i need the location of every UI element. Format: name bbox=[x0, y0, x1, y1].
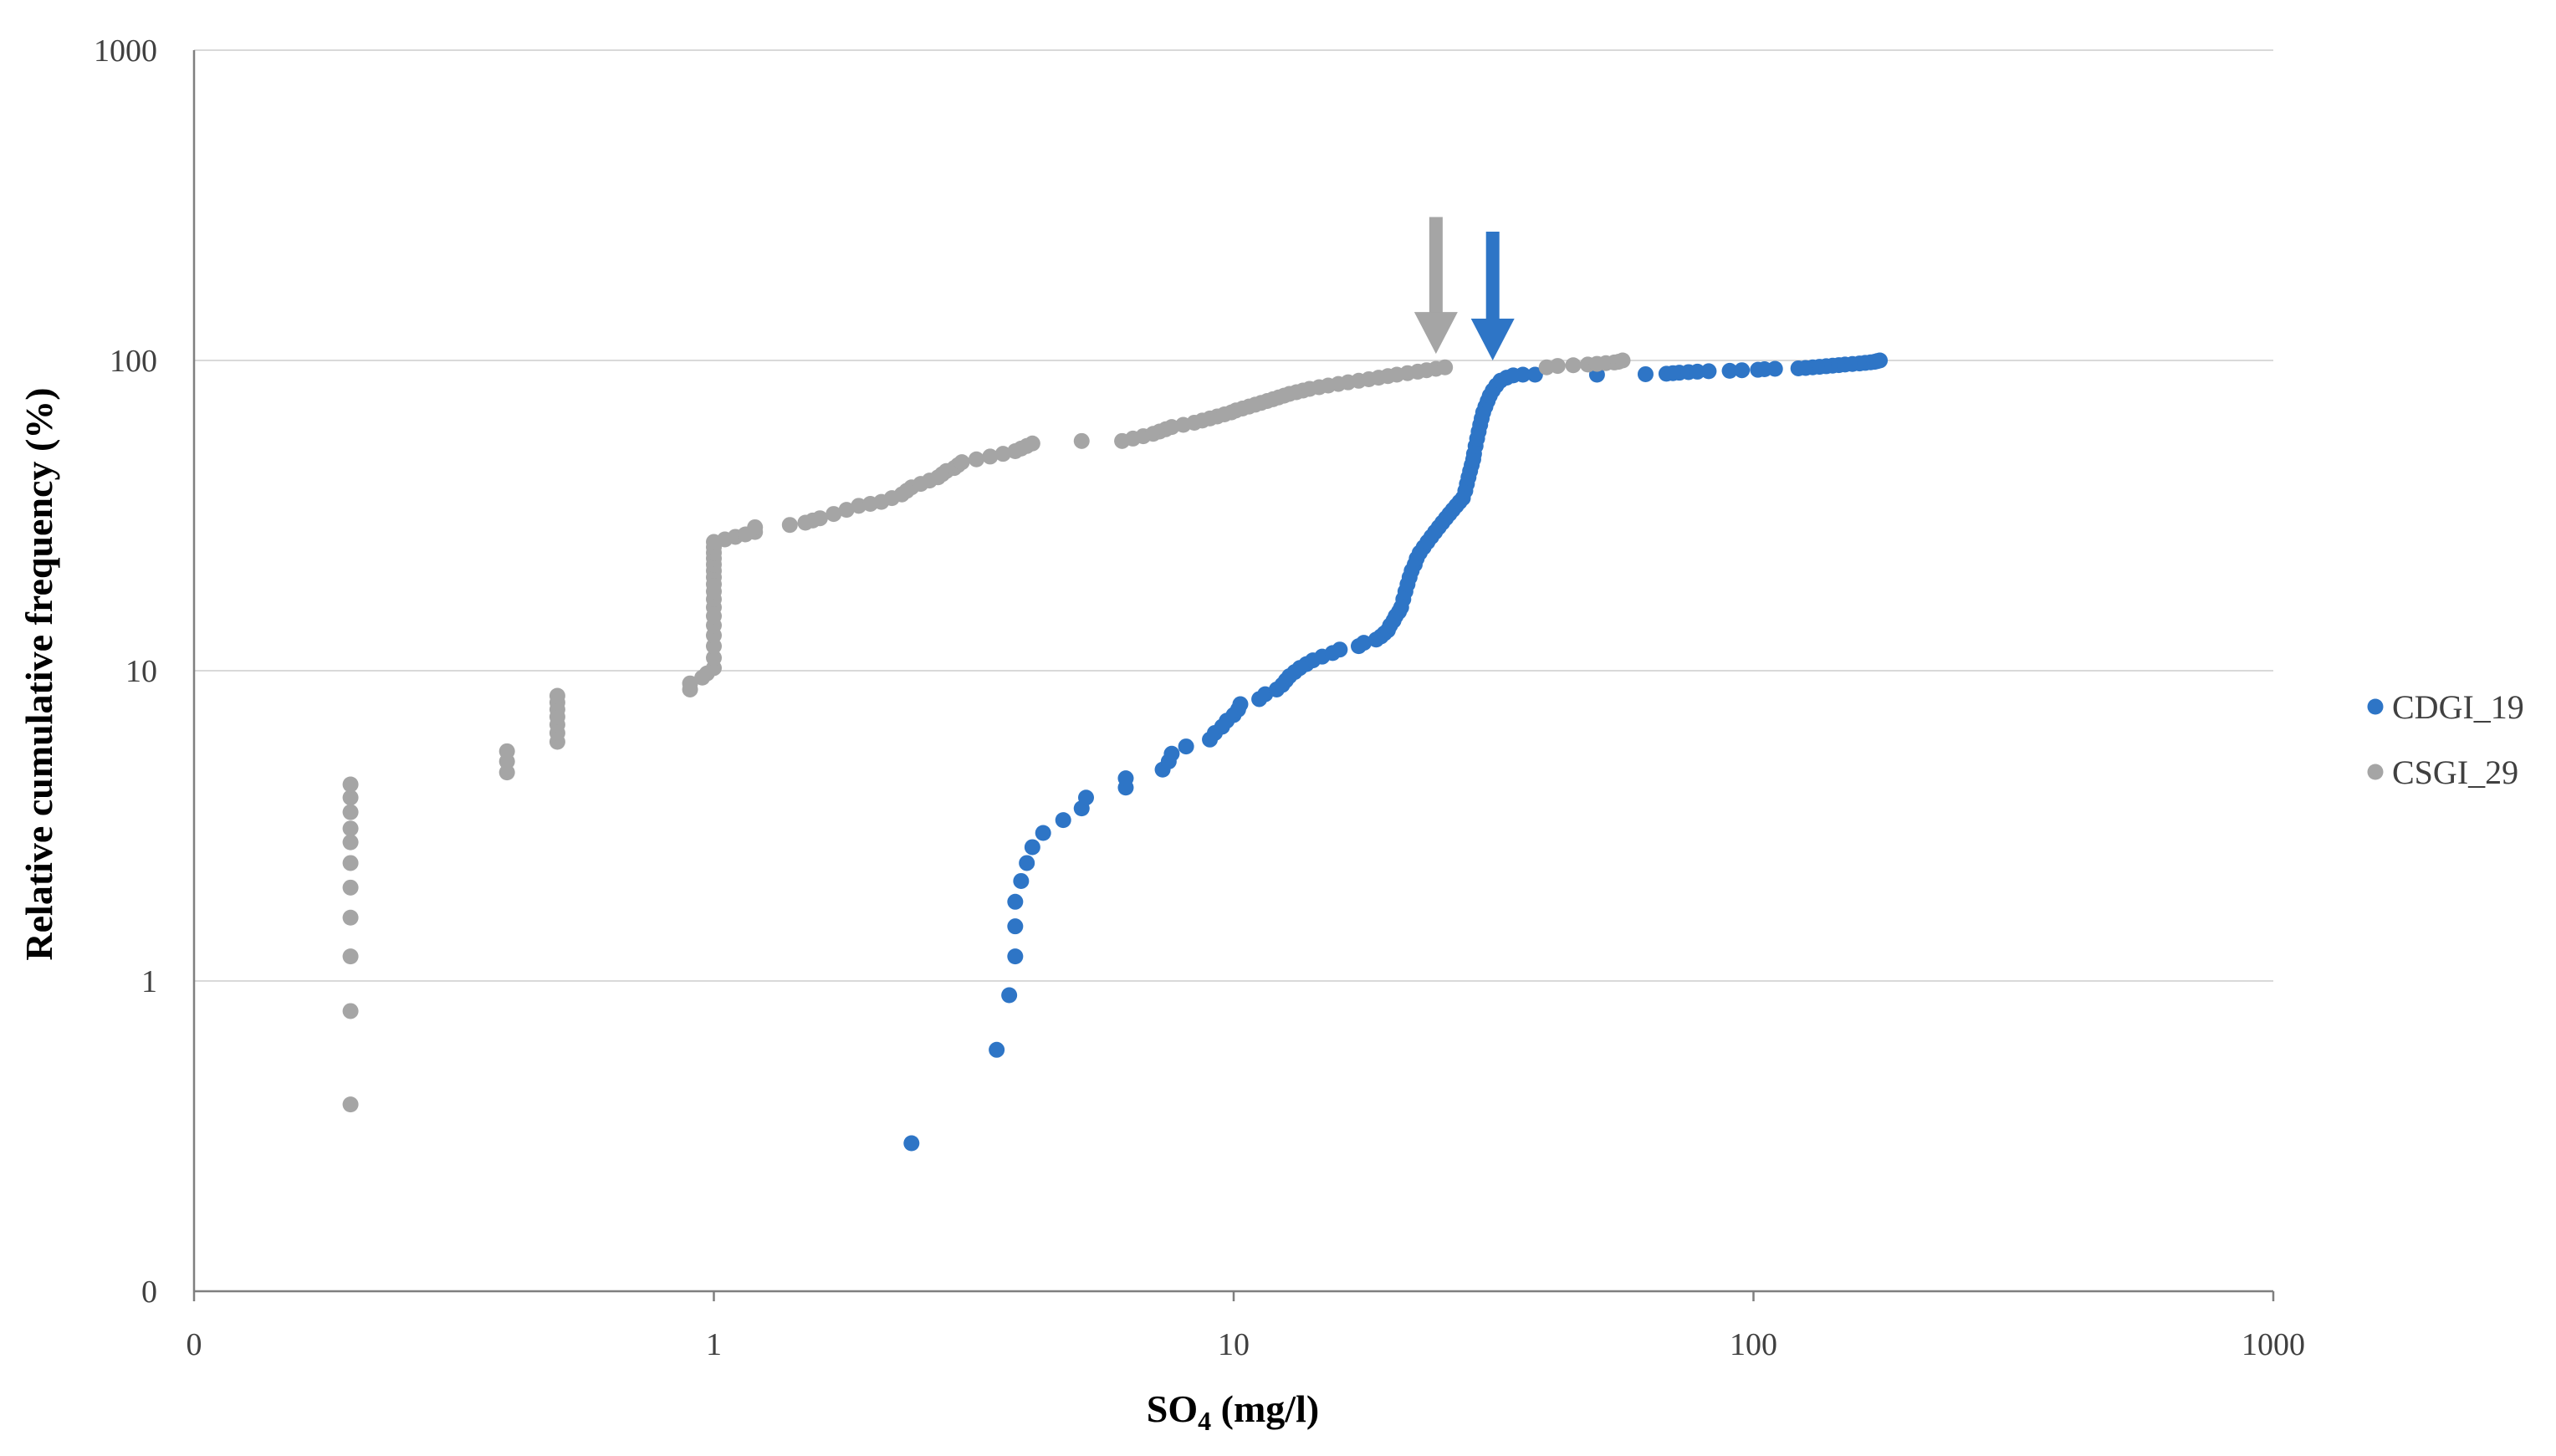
annotation-arrow bbox=[1413, 217, 1458, 355]
data-point bbox=[1515, 366, 1531, 383]
data-point bbox=[342, 776, 359, 793]
data-point bbox=[982, 448, 999, 465]
x-axis-title: SO4 (mg/l) bbox=[1147, 1387, 1319, 1436]
y-axis-title: Relative cumulative frequency (%) bbox=[18, 387, 60, 960]
y-tick-label: 100 bbox=[110, 344, 157, 379]
data-point bbox=[1055, 812, 1071, 829]
legend-label: CDGI_19 bbox=[2392, 688, 2524, 726]
data-point bbox=[1356, 635, 1373, 651]
data-point bbox=[953, 454, 970, 471]
x-tick-label: 1000 bbox=[2242, 1327, 2305, 1362]
arrow-head bbox=[1470, 319, 1515, 360]
legend-marker bbox=[2367, 764, 2384, 780]
data-point bbox=[747, 519, 764, 535]
y-tick-label: 1000 bbox=[94, 33, 157, 69]
series-CDGI_19 bbox=[903, 352, 1889, 1152]
data-point bbox=[549, 687, 565, 704]
x-axis-title-main: SO bbox=[1147, 1387, 1198, 1430]
data-point bbox=[1734, 362, 1751, 379]
data-point bbox=[342, 1003, 359, 1019]
data-point bbox=[1007, 893, 1024, 910]
data-point bbox=[1689, 363, 1705, 380]
data-point bbox=[1001, 987, 1018, 1004]
gridlines bbox=[194, 49, 2273, 982]
data-point bbox=[989, 1041, 1005, 1058]
data-point bbox=[342, 879, 359, 896]
data-point bbox=[1526, 366, 1543, 383]
data-point bbox=[342, 909, 359, 926]
x-tick-label: 0 bbox=[187, 1327, 202, 1362]
data-point bbox=[1013, 872, 1030, 889]
x-axis-title-subscript: 4 bbox=[1198, 1406, 1211, 1436]
data-point bbox=[1019, 855, 1035, 871]
x-tick-label: 100 bbox=[1730, 1327, 1777, 1362]
data-point bbox=[342, 789, 359, 806]
data-point bbox=[1024, 839, 1040, 856]
axes bbox=[192, 50, 2275, 1301]
data-point bbox=[498, 743, 515, 759]
legend-label: CSGI_29 bbox=[2392, 754, 2518, 791]
data-point bbox=[838, 502, 855, 519]
data-point bbox=[706, 650, 722, 667]
y-tick-label: 10 bbox=[125, 654, 157, 689]
annotation-arrow bbox=[1470, 232, 1515, 360]
data-point bbox=[342, 1096, 359, 1113]
data-point bbox=[1117, 770, 1134, 787]
data-point bbox=[994, 446, 1011, 462]
data-point bbox=[1872, 352, 1889, 369]
data-point bbox=[1073, 432, 1090, 449]
legend-item: CSGI_29 bbox=[2367, 754, 2518, 791]
legend: CDGI_19 CSGI_29 bbox=[2367, 688, 2524, 791]
annotations bbox=[1413, 217, 1515, 360]
data-point bbox=[342, 834, 359, 851]
x-tick-labels: 0 1 10 100 1000 bbox=[187, 1327, 2306, 1362]
data-point bbox=[342, 820, 359, 837]
data-point bbox=[1614, 352, 1631, 369]
data-point bbox=[1163, 745, 1180, 762]
data-point bbox=[1178, 738, 1194, 755]
series-CSGI_29 bbox=[342, 352, 1631, 1113]
data-point bbox=[1549, 358, 1566, 375]
data-point bbox=[811, 510, 828, 527]
data-point bbox=[1007, 948, 1024, 965]
arrow-head bbox=[1413, 312, 1458, 355]
data-point bbox=[1565, 357, 1582, 374]
data-point bbox=[498, 764, 515, 781]
data-point bbox=[342, 804, 359, 820]
x-axis-title-suffix: (mg/l) bbox=[1211, 1387, 1319, 1430]
legend-item: CDGI_19 bbox=[2367, 688, 2524, 726]
series-points bbox=[342, 352, 1889, 1152]
x-tick-label: 10 bbox=[1218, 1327, 1250, 1362]
data-point bbox=[1232, 696, 1249, 713]
y-tick-labels: 0 1 10 100 1000 bbox=[94, 33, 157, 1310]
data-point bbox=[1721, 362, 1738, 379]
data-point bbox=[342, 855, 359, 871]
legend-marker bbox=[2367, 698, 2384, 715]
data-point bbox=[826, 506, 842, 523]
data-point bbox=[682, 675, 698, 692]
data-point bbox=[1332, 641, 1348, 658]
data-point bbox=[1035, 825, 1051, 841]
y-tick-label: 0 bbox=[141, 1275, 157, 1310]
data-point bbox=[1007, 918, 1024, 935]
data-point bbox=[1700, 363, 1717, 380]
data-point bbox=[1766, 360, 1783, 377]
data-point bbox=[903, 1135, 920, 1152]
data-point bbox=[968, 451, 984, 467]
y-tick-label: 1 bbox=[141, 964, 157, 999]
x-tick-label: 1 bbox=[706, 1327, 722, 1362]
data-point bbox=[1024, 435, 1040, 452]
data-point bbox=[781, 517, 798, 534]
data-point bbox=[1077, 789, 1094, 806]
data-point bbox=[342, 948, 359, 965]
data-point bbox=[1437, 359, 1454, 375]
data-point bbox=[1637, 365, 1654, 382]
